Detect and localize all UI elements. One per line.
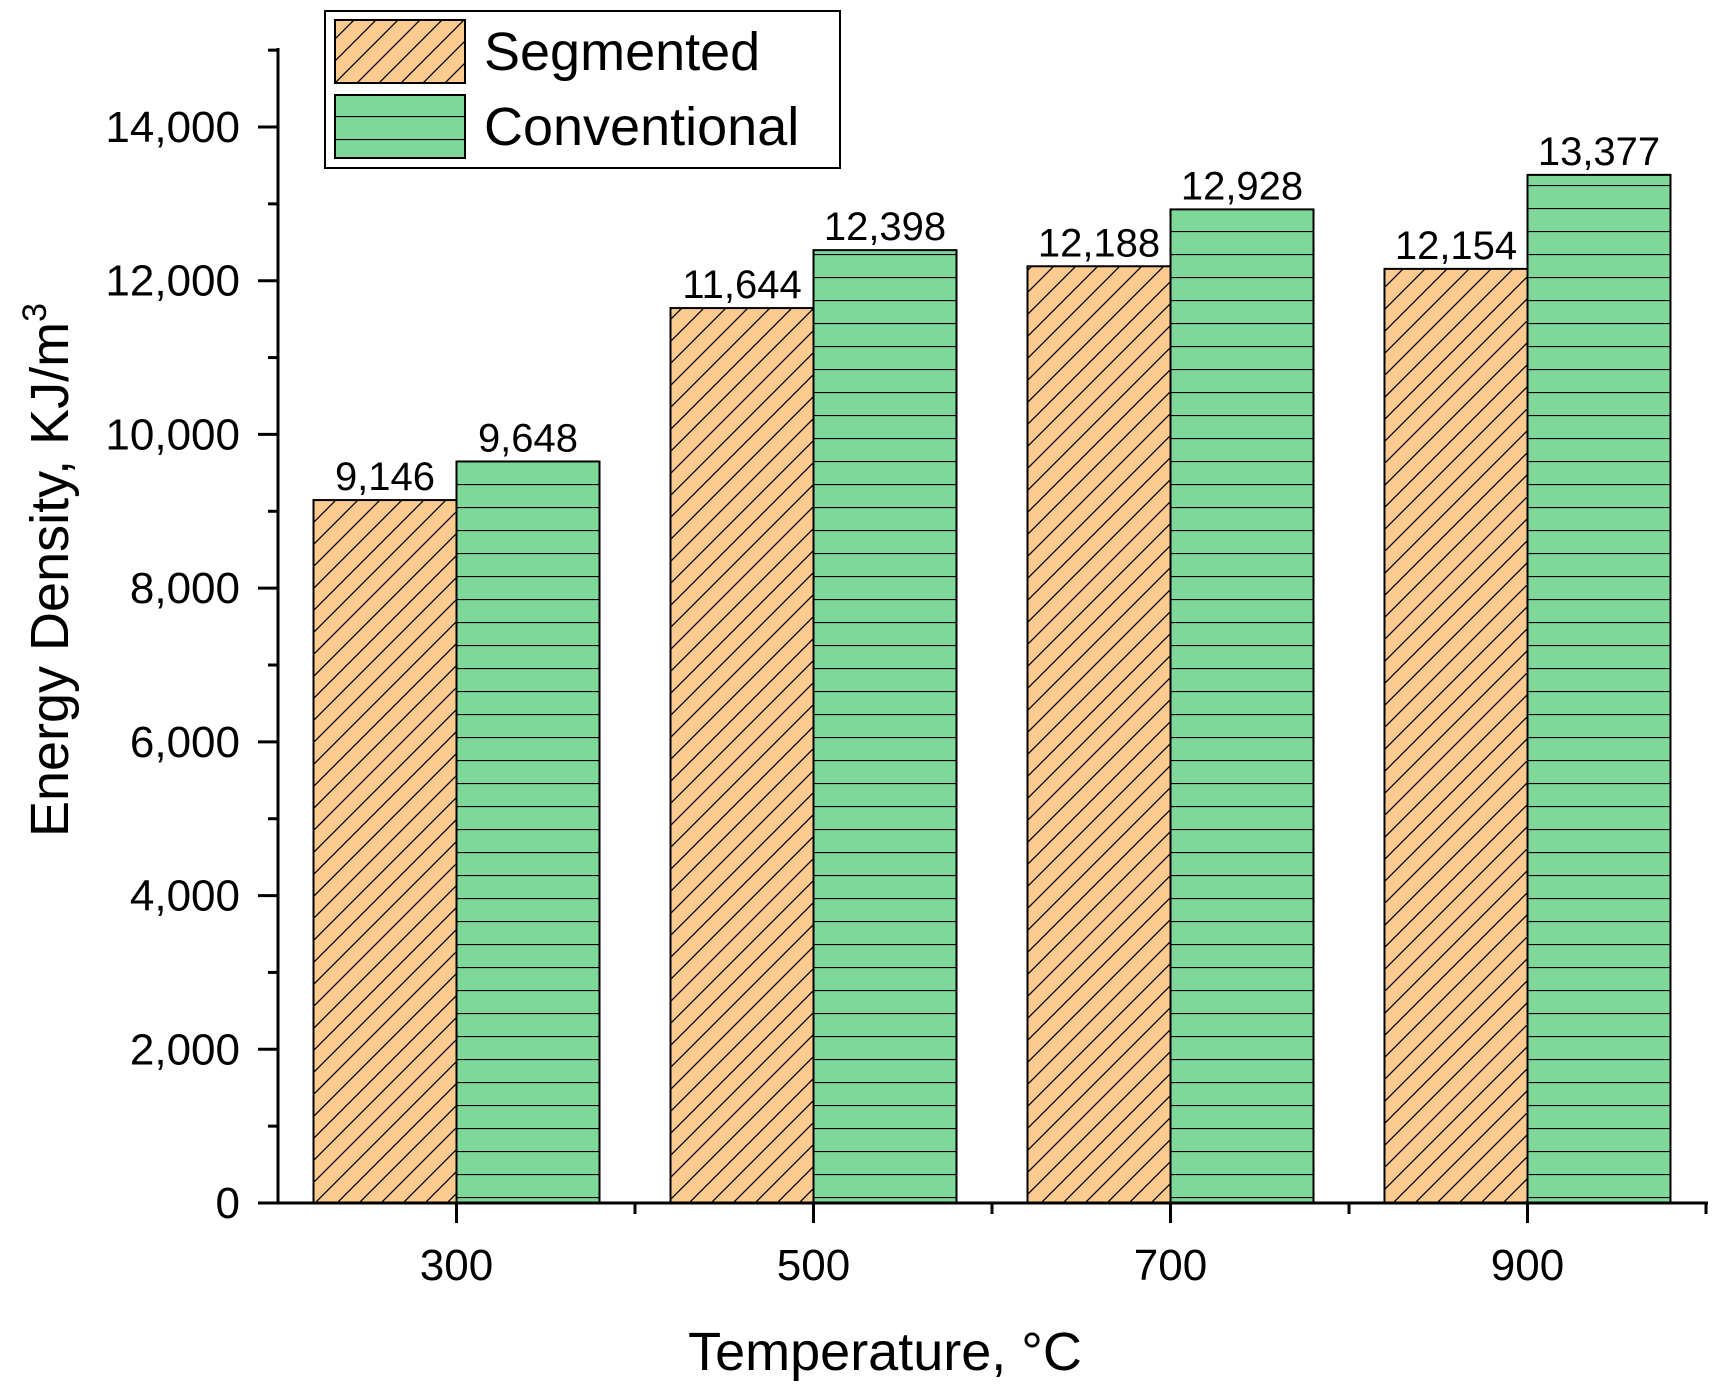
bar-conventional-300 xyxy=(455,460,601,1204)
y-tick-label-6000: 6,000 xyxy=(130,718,240,767)
bar-segmented-700 xyxy=(1026,265,1172,1204)
x-tick-label-500: 500 xyxy=(777,1241,850,1290)
data-label-segmented-700: 12,188 xyxy=(1038,221,1160,265)
y-tick-label-12000: 12,000 xyxy=(105,257,240,306)
data-label-segmented-500: 11,644 xyxy=(682,263,801,307)
data-label-conventional-900: 13,377 xyxy=(1538,130,1660,174)
y-tick-label-4000: 4,000 xyxy=(130,872,240,921)
y-tick-label-0: 0 xyxy=(216,1179,240,1228)
bar-conventional-900 xyxy=(1526,173,1672,1205)
data-label-conventional-300: 9,648 xyxy=(478,416,578,460)
y-tick-label-10000: 10,000 xyxy=(105,410,240,459)
y-axis-title-superscript: 3 xyxy=(16,303,54,322)
legend-swatch-segmented xyxy=(334,19,466,84)
data-label-conventional-700: 12,928 xyxy=(1181,164,1303,208)
x-tick-label-300: 300 xyxy=(420,1241,493,1290)
bar-segmented-500 xyxy=(669,307,815,1204)
data-label-segmented-300: 9,146 xyxy=(335,455,435,499)
bar-segmented-300 xyxy=(312,499,458,1204)
x-tick-label-700: 700 xyxy=(1134,1241,1207,1290)
legend: Segmented Conventional xyxy=(324,10,841,169)
legend-swatch-conventional xyxy=(334,94,466,159)
y-axis-title: Energy Density, KJ/m3 xyxy=(16,303,80,837)
legend-label-segmented: Segmented xyxy=(484,22,760,82)
y-tick-label-14000: 14,000 xyxy=(105,103,240,152)
legend-label-conventional: Conventional xyxy=(484,97,799,157)
bar-conventional-700 xyxy=(1169,208,1315,1204)
data-labels-group: 9,146 9,648 11,644 12,398 12,188 12,928 12,154… xyxy=(335,130,1660,499)
x-tick-label-900: 900 xyxy=(1491,1241,1564,1290)
bars-group xyxy=(312,173,1672,1205)
data-label-conventional-500: 12,398 xyxy=(824,205,946,249)
y-tick-label-2000: 2,000 xyxy=(130,1025,240,1074)
axes-group: 0 2,000 4,000 6,000 8,000 10,000 12,000 14,000 3… xyxy=(105,48,1708,1290)
bar-conventional-500 xyxy=(812,249,958,1205)
bar-segmented-900 xyxy=(1383,267,1529,1204)
x-axis-title: Temperature, °C xyxy=(688,1322,1082,1382)
y-tick-label-8000: 8,000 xyxy=(130,564,240,613)
data-label-segmented-900: 12,154 xyxy=(1395,224,1517,268)
